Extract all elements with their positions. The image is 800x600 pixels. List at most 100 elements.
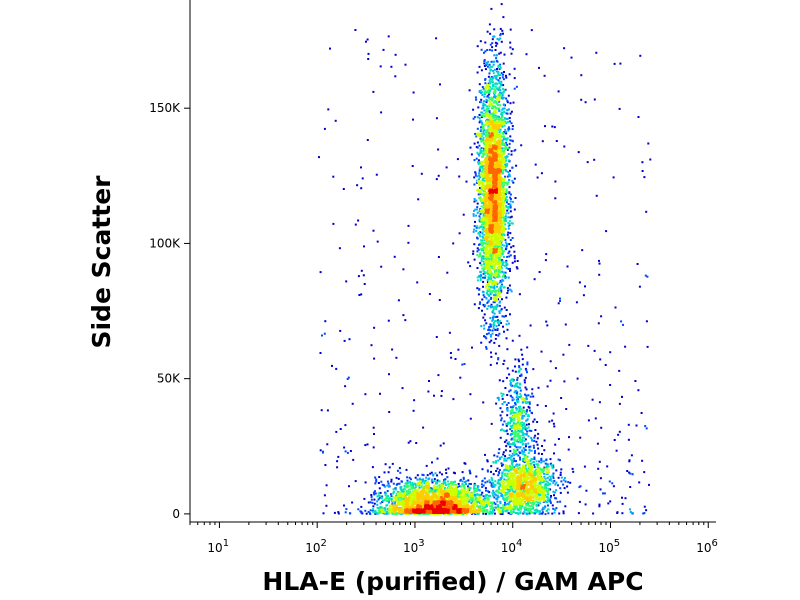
event-point	[527, 501, 529, 504]
event-point	[482, 280, 485, 283]
event-point	[513, 414, 516, 417]
event-point	[544, 466, 547, 469]
event-point	[364, 444, 367, 447]
event-point	[463, 493, 466, 496]
event-point	[480, 242, 483, 245]
event-point	[392, 499, 395, 502]
event-point	[511, 48, 514, 51]
event-point	[419, 480, 422, 483]
event-point	[494, 276, 497, 279]
event-point	[488, 275, 491, 277]
event-point	[481, 501, 484, 504]
event-point	[484, 82, 487, 85]
event-point	[487, 273, 490, 276]
event-point	[499, 64, 502, 67]
event-point	[629, 508, 631, 511]
event-point	[480, 111, 483, 114]
event-point	[497, 74, 500, 76]
event-point	[495, 490, 498, 493]
event-point	[505, 479, 507, 481]
event-point	[510, 498, 512, 501]
event-point	[508, 422, 511, 424]
event-point	[639, 54, 642, 57]
event-point	[497, 88, 500, 91]
event-point	[506, 409, 509, 412]
event-point	[554, 483, 557, 486]
event-point	[507, 421, 509, 424]
event-point	[397, 494, 400, 497]
event-point	[533, 464, 535, 467]
event-point	[502, 96, 505, 99]
event-point	[598, 401, 601, 404]
event-point	[512, 380, 515, 383]
event-point	[521, 449, 524, 452]
event-point	[488, 87, 490, 90]
event-point	[552, 472, 555, 475]
event-point	[502, 165, 505, 168]
event-point	[511, 424, 514, 427]
event-point	[499, 128, 502, 131]
event-point	[539, 475, 542, 478]
event-point	[495, 241, 498, 244]
event-point	[473, 243, 476, 246]
event-point	[512, 414, 514, 417]
event-point	[513, 67, 516, 70]
event-point	[545, 466, 548, 469]
event-point	[497, 508, 500, 511]
event-point	[426, 474, 429, 477]
event-point	[493, 105, 496, 108]
event-point	[468, 489, 471, 491]
event-point	[479, 235, 482, 238]
event-point	[448, 489, 451, 491]
event-point	[457, 495, 460, 498]
event-point	[358, 294, 361, 296]
event-point	[520, 425, 523, 427]
event-point	[480, 132, 483, 135]
event-point	[510, 510, 513, 513]
event-point	[534, 485, 537, 488]
event-point	[388, 411, 391, 413]
event-point	[502, 181, 505, 184]
event-point	[370, 494, 373, 496]
event-point	[408, 488, 410, 491]
event-point	[481, 165, 484, 168]
event-point	[514, 473, 517, 476]
event-point	[524, 443, 527, 446]
event-point	[415, 513, 418, 515]
event-point	[546, 489, 549, 492]
event-point	[492, 461, 495, 463]
event-point	[407, 492, 410, 495]
event-point	[508, 250, 511, 253]
event-point	[496, 116, 499, 119]
event-point	[498, 304, 501, 307]
event-point	[476, 250, 479, 253]
event-point	[488, 93, 491, 96]
event-point	[535, 440, 538, 443]
event-point	[523, 398, 526, 401]
event-point	[465, 502, 468, 505]
event-point	[472, 250, 475, 253]
event-point	[516, 376, 519, 379]
event-point	[503, 273, 506, 276]
event-point	[643, 505, 646, 508]
event-point	[500, 113, 503, 116]
event-point	[468, 500, 470, 503]
event-point	[433, 480, 436, 482]
event-point	[533, 492, 536, 495]
event-point	[505, 424, 508, 427]
event-point	[497, 320, 500, 323]
event-point	[483, 100, 486, 103]
event-point	[435, 37, 438, 40]
event-point	[511, 462, 514, 465]
event-point	[489, 323, 492, 326]
event-point	[397, 469, 399, 472]
event-point	[488, 96, 490, 99]
event-point	[491, 246, 494, 249]
event-point	[548, 475, 551, 478]
event-point	[509, 232, 512, 235]
event-point	[372, 491, 375, 494]
event-point	[484, 104, 487, 107]
event-point	[596, 442, 599, 445]
event-point	[474, 171, 477, 174]
event-point	[524, 386, 527, 389]
